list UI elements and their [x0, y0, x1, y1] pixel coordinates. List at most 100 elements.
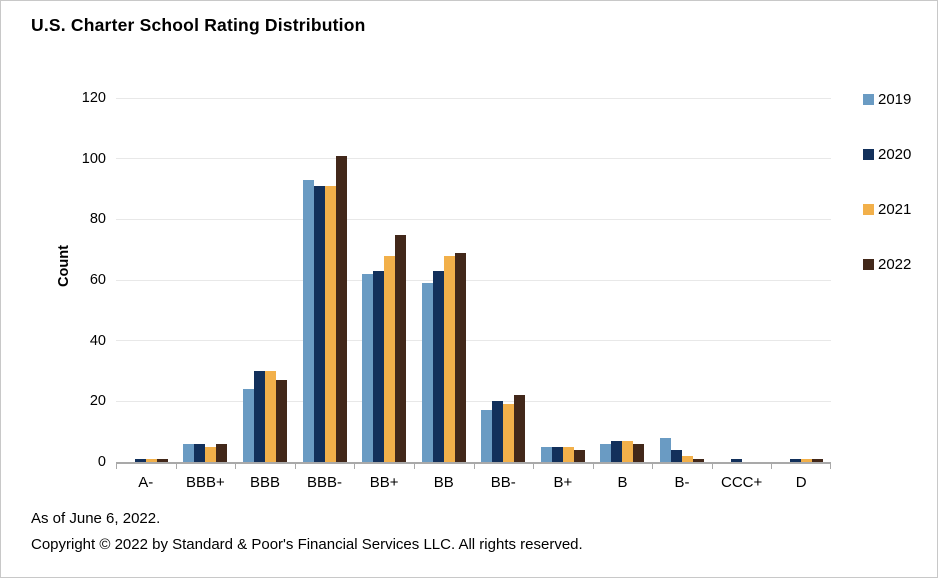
- bar-2020-A-: [134, 458, 146, 462]
- bar-2020-BB+: [373, 270, 385, 462]
- bar-2019-BB+: [362, 273, 374, 462]
- legend-item-2021: 2021: [863, 201, 911, 218]
- bar-2019-B+: [540, 446, 552, 462]
- bar-2020-BB: [432, 270, 444, 462]
- x-axis-tick: [592, 464, 594, 469]
- gridline-y60: [116, 279, 831, 281]
- plot-area: Count 0 20 40 60 80 100 120 A- BBB+ BBB BBB- BB+ BB B…: [56, 90, 831, 491]
- bar-2020-BBB-: [313, 185, 325, 462]
- bar-2021-BBB: [264, 371, 276, 462]
- x-axis-tick: [116, 464, 117, 469]
- y-tick-label: 120: [81, 90, 106, 106]
- bar-group-B-: [652, 98, 712, 462]
- bar-2021-B: [622, 440, 634, 462]
- bar-2019-BBB+: [183, 443, 195, 462]
- footer-as-of: As of June 6, 2022.: [31, 510, 161, 527]
- bar-2020-B+: [551, 446, 563, 462]
- bar-2022-BBB: [275, 380, 287, 462]
- bar-group-A-: [116, 98, 176, 462]
- bar-group-B: [593, 98, 653, 462]
- bar-2020-BBB: [253, 371, 265, 462]
- bar-group-D: [771, 98, 831, 462]
- footer-copyright: Copyright © 2022 by Standard & Poor's Fi…: [31, 536, 583, 553]
- bar-group-BBB: [235, 98, 295, 462]
- x-category-label: D: [795, 474, 807, 491]
- bar-2021-BB-: [503, 404, 515, 462]
- legend-swatch-2021: [863, 204, 874, 215]
- bar-2022-A-: [156, 458, 168, 462]
- x-category-label: B: [617, 474, 628, 491]
- legend-label: 2019: [878, 91, 912, 108]
- x-axis-tick: [175, 464, 177, 469]
- x-category-label: BBB-: [307, 474, 343, 491]
- gridline-y40: [116, 340, 831, 342]
- bar-2022-B+: [573, 449, 585, 462]
- bar-2022-D: [812, 458, 824, 462]
- x-category-label: BB+: [369, 474, 399, 491]
- footer: As of June 6, 2022. Copyright © 2022 by …: [31, 506, 583, 558]
- y-tick-label: 80: [89, 211, 106, 228]
- x-category-label: BB: [433, 474, 454, 491]
- legend: 2019 2020 2021 2022: [863, 91, 911, 311]
- bar-2021-BB+: [384, 255, 396, 462]
- bar-group-B+: [533, 98, 593, 462]
- bar-2020-B-: [671, 449, 683, 462]
- bar-2019-BBB: [242, 389, 254, 462]
- legend-swatch-2020: [863, 149, 874, 160]
- gridline-y120: [116, 97, 831, 99]
- bar-2021-B-: [682, 455, 694, 462]
- x-axis-tick: [771, 464, 773, 469]
- x-category-label: B-: [674, 474, 690, 491]
- x-category-label: BBB: [249, 474, 280, 491]
- gridline-y100: [116, 158, 831, 160]
- bar-group-BBB-: [295, 98, 355, 462]
- bar-group-BB-: [474, 98, 534, 462]
- bar-group-BB: [414, 98, 474, 462]
- bar-group-BBB+: [176, 98, 236, 462]
- chart-title: U.S. Charter School Rating Distribution: [31, 15, 366, 35]
- bar-2021-BBB-: [324, 185, 336, 462]
- legend-item-2022: 2022: [863, 256, 911, 273]
- x-category-label: B+: [553, 474, 573, 491]
- bar-group-BB+: [354, 98, 414, 462]
- x-category-label: CCC+: [720, 474, 763, 491]
- bar-2022-BBB-: [335, 155, 347, 462]
- bar-group-CCC+: [712, 98, 772, 462]
- x-axis-tick: [294, 464, 296, 469]
- bar-2019-B-: [660, 437, 672, 462]
- legend-swatch-2019: [863, 94, 874, 105]
- bar-2019-B: [600, 443, 612, 462]
- x-category-label: BB-: [490, 474, 516, 491]
- x-axis-tick: [711, 464, 713, 469]
- bar-2020-CCC+: [730, 458, 742, 462]
- legend-swatch-2022: [863, 259, 874, 270]
- y-tick-label: 40: [89, 332, 106, 349]
- bar-2021-D: [801, 458, 813, 462]
- y-tick-label: 60: [89, 272, 106, 288]
- bar-2021-A-: [145, 458, 157, 462]
- x-axis-tick: [354, 464, 356, 469]
- gridline-y80: [116, 218, 831, 220]
- bar-2021-B+: [562, 446, 574, 462]
- bar-2022-BBB+: [216, 443, 228, 462]
- x-axis-tick: [533, 464, 535, 469]
- bar-2022-BB-: [514, 395, 526, 462]
- legend-item-2019: 2019: [863, 91, 911, 108]
- y-tick-label: 20: [89, 393, 106, 410]
- bar-2019-BB-: [481, 410, 493, 462]
- legend-label: 2022: [878, 256, 912, 273]
- x-category-label: BBB+: [185, 474, 225, 491]
- legend-label: 2020: [878, 146, 912, 163]
- legend-label: 2021: [878, 201, 912, 218]
- bar-2021-BBB+: [205, 446, 217, 462]
- bar-2020-B: [611, 440, 623, 462]
- x-axis-tick: [830, 464, 831, 469]
- bar-2020-BB-: [492, 401, 504, 462]
- legend-item-2020: 2020: [863, 146, 911, 163]
- bar-2021-BB: [443, 255, 455, 462]
- bar-2022-BB: [454, 252, 466, 462]
- x-axis-tick: [413, 464, 415, 469]
- bar-2022-B-: [693, 458, 705, 462]
- bar-2019-BB: [421, 283, 433, 462]
